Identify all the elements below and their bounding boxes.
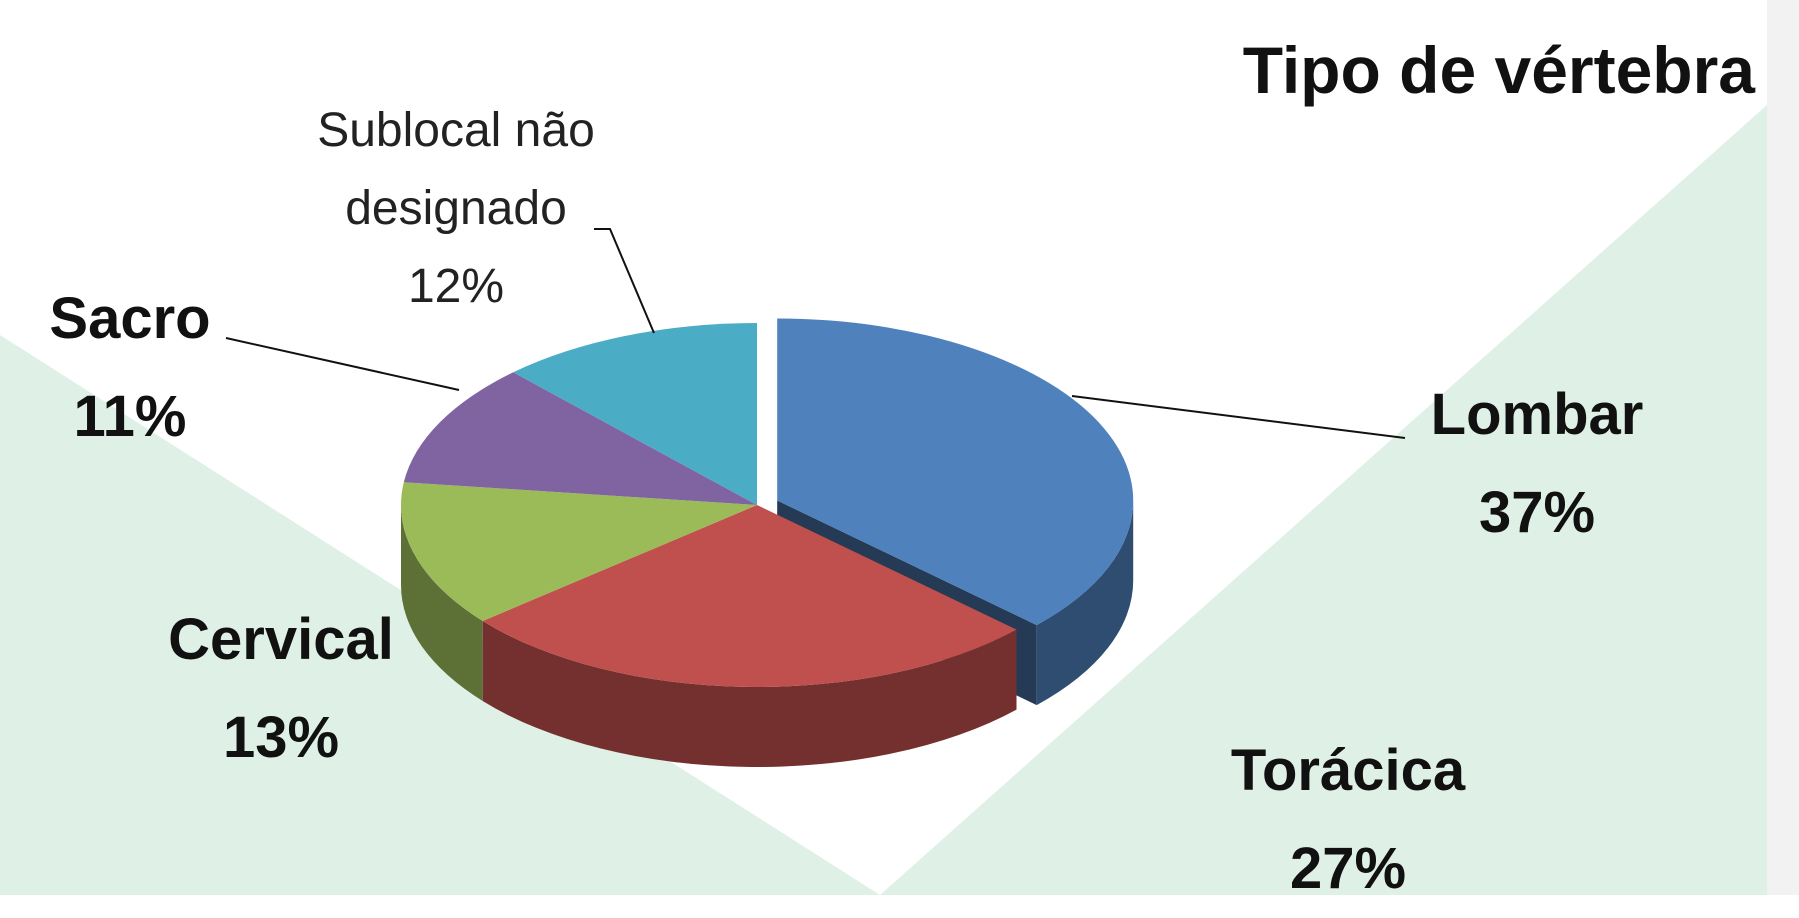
value-label: 27% <box>1289 836 1407 901</box>
bg-edge <box>1767 0 1799 895</box>
category-label: Sacro <box>49 286 211 351</box>
value-label: 13% <box>222 705 340 770</box>
category-label: Torácica <box>1230 738 1466 803</box>
leader-line <box>225 337 460 391</box>
value-label: 37% <box>1478 480 1596 545</box>
data-label: Cervical 13% <box>168 591 394 787</box>
data-label: Sacro 11% <box>49 270 210 466</box>
chart <box>0 0 1799 895</box>
pie-slice <box>513 323 757 505</box>
bg-shape <box>880 105 1767 895</box>
data-label: Torácica 27% <box>1231 722 1465 918</box>
pie <box>400 318 1134 767</box>
pie-side <box>401 505 483 701</box>
category-label: Cervical <box>168 607 394 672</box>
value-label: 11% <box>73 384 187 449</box>
pie-side <box>482 621 1017 767</box>
chart-title: Tipo de vértebra <box>1242 33 1755 107</box>
leader-line <box>1071 395 1406 439</box>
value-label: 12% <box>407 260 505 313</box>
pie-side <box>1036 500 1134 706</box>
category-label: Lombar <box>1430 382 1644 447</box>
data-label: Lombar 37% <box>1431 366 1644 562</box>
pie-slice <box>400 482 757 621</box>
data-label: Sublocal não designado 12% <box>246 92 666 326</box>
category-label: Sublocal não designado <box>317 104 595 235</box>
pie-slice <box>403 372 757 505</box>
pie-slice <box>777 318 1134 626</box>
pie-slice <box>482 505 1017 687</box>
leader-line <box>594 228 655 334</box>
